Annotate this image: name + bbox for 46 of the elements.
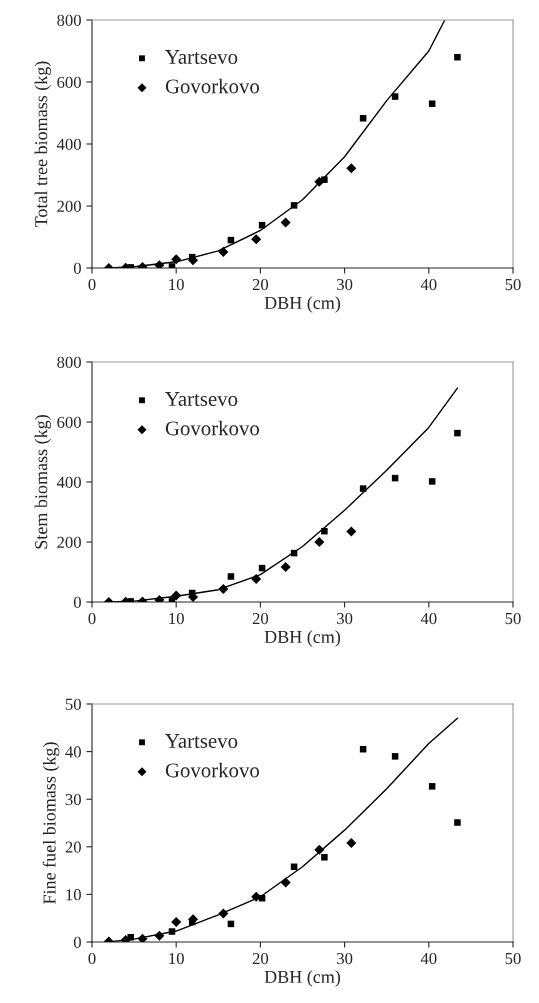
y-tick-label: 400	[56, 138, 81, 150]
x-tick-label: 20	[252, 612, 269, 625]
x-axis-title: DBH (cm)	[264, 630, 341, 647]
y-tick-label: 20	[65, 841, 81, 853]
x-tick-label: 50	[505, 278, 521, 291]
x-tick-label: 40	[420, 278, 437, 291]
x-tick-label: 10	[169, 952, 184, 965]
x-tick-label: 0	[88, 278, 96, 291]
y-tick-label: 800	[57, 14, 81, 26]
x-tick-label: 30	[337, 612, 353, 625]
y-tick-label: 10	[66, 889, 81, 901]
x-tick-label: 40	[420, 952, 437, 965]
x-tick-label: 50	[505, 612, 521, 625]
x-tick-label: 40	[420, 612, 437, 625]
x-tick-label: 30	[337, 278, 353, 291]
y-tick-label: 600	[57, 416, 81, 428]
x-axis-title: DBH (cm)	[264, 970, 341, 987]
x-tick-label: 0	[88, 952, 96, 965]
y-tick-label: 40	[65, 746, 81, 758]
y-tick-label: 50	[65, 698, 81, 710]
x-tick-label: 30	[337, 952, 353, 965]
x-tick-label: 20	[252, 278, 269, 291]
y-axis-title: Stem biomass (kg)	[34, 415, 52, 549]
legend-label: Govorkovo	[165, 420, 260, 436]
x-tick-label: 50	[505, 952, 521, 965]
legend-label: Yartsevo	[165, 734, 238, 748]
legend-label: Yartsevo	[165, 392, 238, 406]
y-tick-label: 200	[57, 200, 81, 212]
x-tick-label: 20	[252, 952, 269, 965]
y-tick-label: 30	[65, 793, 81, 806]
y-tick-label: 400	[56, 476, 81, 488]
y-axis-title: Total tree biomass (kg)	[34, 61, 52, 228]
legend-label: Govorkovo	[165, 78, 260, 94]
y-tick-label: 0	[73, 596, 81, 608]
y-tick-label: 200	[57, 536, 81, 548]
x-tick-label: 10	[169, 278, 184, 291]
y-tick-label: 0	[73, 936, 81, 948]
legend-label: Govorkovo	[165, 762, 260, 778]
legend-label: Yartsevo	[165, 50, 238, 64]
y-tick-label: 0	[73, 262, 81, 274]
x-axis-title: DBH (cm)	[264, 296, 341, 313]
y-tick-label: 800	[57, 356, 81, 368]
y-tick-label: 600	[57, 76, 81, 88]
x-tick-label: 10	[169, 612, 184, 625]
y-axis-title: Fine fuel biomass (kg)	[42, 742, 60, 904]
x-tick-label: 0	[88, 612, 96, 625]
